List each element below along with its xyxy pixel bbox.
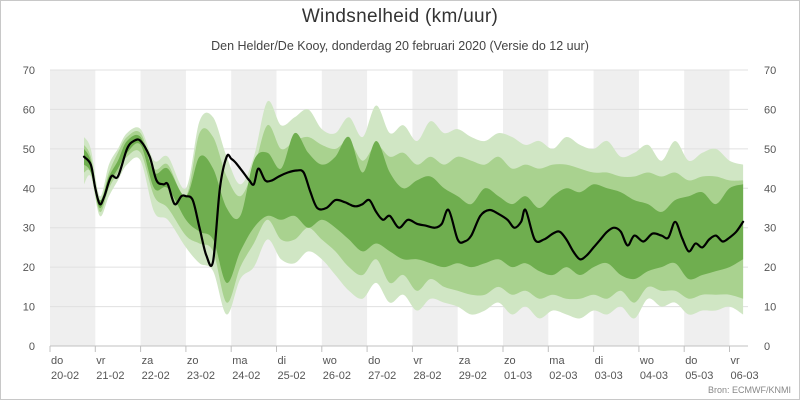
y-tick-label-left: 50	[23, 144, 35, 156]
y-axis-right: 0 10 20 30 40 50 60 70	[764, 65, 776, 353]
x-tick-day: za	[459, 355, 472, 367]
x-tick-date: 03-03	[595, 370, 623, 382]
x-tick-date: 25-02	[278, 370, 306, 382]
x-tick-day: do	[51, 355, 63, 367]
x-tick-day: wo	[322, 355, 337, 367]
x-tick-date: 06-03	[731, 370, 759, 382]
x-tick-day: ma	[549, 355, 565, 367]
x-tick-day: do	[368, 355, 380, 367]
x-tick-day: zo	[504, 355, 516, 367]
y-tick-label-right: 60	[764, 104, 776, 116]
y-tick-label-left: 30	[23, 223, 35, 235]
x-tick-day: di	[595, 355, 604, 367]
x-tick-date: 24-02	[232, 370, 260, 382]
x-tick-date: 21-02	[96, 370, 124, 382]
band-binnenband	[84, 132, 744, 284]
x-tick-day: za	[142, 355, 155, 367]
x-tick-day: ma	[232, 355, 248, 367]
day-shade	[50, 70, 96, 346]
x-tick-date: 02-03	[549, 370, 577, 382]
y-tick-label-right: 20	[764, 262, 776, 274]
y-tick-label-left: 60	[23, 104, 35, 116]
median-line-layer	[82, 138, 745, 267]
x-tick-day: zo	[187, 355, 199, 367]
x-tick-date: 20-02	[51, 370, 79, 382]
x-tick-date: 27-02	[368, 370, 396, 382]
y-tick-label-right: 50	[764, 144, 776, 156]
y-tick-label-right: 30	[764, 223, 776, 235]
y-axis-left: 0 10 20 30 40 50 60 70	[23, 65, 35, 353]
y-tick-label-left: 0	[29, 341, 35, 353]
x-tick-date: 04-03	[640, 370, 668, 382]
x-tick-date: 23-02	[187, 370, 215, 382]
x-tick-date: 05-03	[685, 370, 713, 382]
y-tick-label-left: 70	[23, 65, 35, 77]
y-tick-label-left: 20	[23, 262, 35, 274]
source-credit: Bron: ECMWF/KNMI	[707, 385, 791, 395]
chart-title: Windsnelheid (km/uur)	[301, 6, 499, 27]
y-tick-label-right: 10	[764, 302, 776, 314]
x-tick-day: di	[278, 355, 287, 367]
y-tick-label-left: 10	[23, 302, 35, 314]
x-axis: do 20-02 vr 21-02 za 22-02 zo 23-02 ma 24-02 di 25-…	[49, 346, 759, 382]
y-tick-label-right: 0	[764, 341, 770, 353]
x-tick-day: vr	[96, 355, 106, 367]
x-tick-date: 28-02	[413, 370, 441, 382]
x-tick-day: wo	[639, 355, 654, 367]
median-line	[82, 138, 745, 267]
x-tick-date: 01-03	[504, 370, 532, 382]
x-tick-day: do	[685, 355, 697, 367]
x-tick-date: 29-02	[459, 370, 487, 382]
y-tick-label-right: 40	[764, 183, 776, 195]
y-tick-label-left: 40	[23, 183, 35, 195]
x-tick-date: 22-02	[142, 370, 170, 382]
chart-subtitle: Den Helder/De Kooy, donderdag 20 februar…	[211, 39, 589, 53]
y-tick-label-right: 70	[764, 65, 776, 77]
x-tick-date: 26-02	[323, 370, 351, 382]
x-tick-day: vr	[413, 355, 423, 367]
x-tick-day: vr	[731, 355, 741, 367]
